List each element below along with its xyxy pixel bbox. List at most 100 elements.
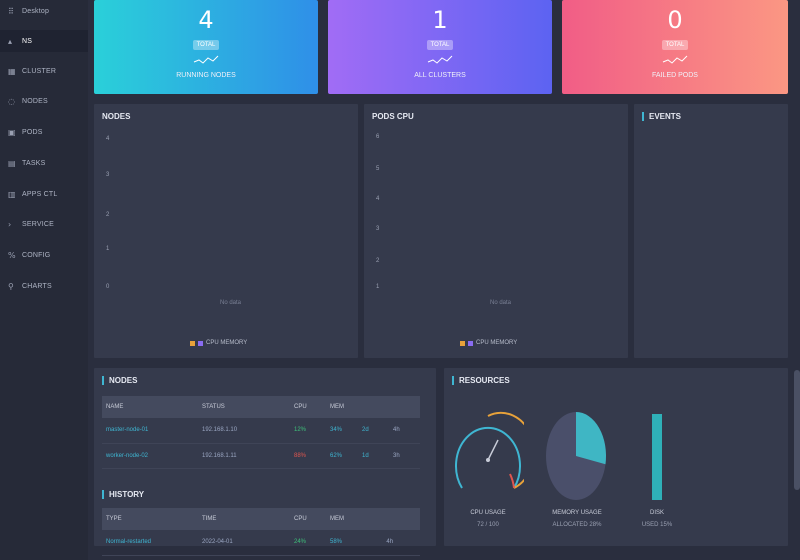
stat-number: 0 xyxy=(667,6,683,34)
y-tick: 0 xyxy=(106,284,110,290)
pods-chart-panel: PODS CPU 6 5 4 3 2 1 No data CPU MEMORY xyxy=(364,104,628,358)
column-header[interactable]: MEM xyxy=(326,508,420,530)
chart-icon: ⚲ xyxy=(8,281,14,291)
server-icon: ▦ xyxy=(8,66,16,76)
pie-label: MEMORY USAGE xyxy=(552,510,602,516)
column-header[interactable]: STATUS xyxy=(198,396,290,418)
pie-value: ALLOCATED 28% xyxy=(552,522,602,528)
gauge-needle xyxy=(487,439,499,461)
y-tick: 2 xyxy=(106,212,110,218)
table-cell: 12% xyxy=(290,418,326,444)
stat-card-running-nodes[interactable]: 4 TOTAL RUNNING NODES xyxy=(94,0,318,94)
table-cell: 58% xyxy=(326,530,383,556)
column-header[interactable]: CPU xyxy=(290,508,326,530)
y-tick: 1 xyxy=(376,284,380,290)
sidebar-item-ns[interactable]: ▴ NS xyxy=(0,30,88,52)
legend-swatch xyxy=(190,340,195,346)
legend-swatch xyxy=(460,340,465,346)
stat-badge: TOTAL xyxy=(193,40,219,50)
legend-label: CPU MEMORY xyxy=(206,340,248,346)
gauge-label: CPU USAGE xyxy=(470,510,506,516)
table-cell: 4h xyxy=(389,418,420,444)
panel-title: EVENTS xyxy=(642,112,681,121)
legend-swatch xyxy=(468,340,473,346)
column-header[interactable]: MEM xyxy=(326,396,358,418)
chart-legend[interactable]: CPU MEMORY xyxy=(460,340,517,346)
table-header-row: TYPE TIME CPU MEM xyxy=(102,508,420,530)
disk-value: USED 15% xyxy=(641,522,673,528)
events-panel: EVENTS xyxy=(634,104,788,358)
sidebar-item-desktop[interactable]: ⠿ Desktop xyxy=(0,0,88,22)
y-tick: 1 xyxy=(106,246,110,252)
panel-title: PODS CPU xyxy=(372,112,414,121)
nodes-table: NAME STATUS CPU MEM master-node-01 192.1… xyxy=(102,396,420,469)
table-cell: 24% xyxy=(290,530,326,556)
scrollbar[interactable] xyxy=(794,370,800,490)
disk-bar xyxy=(652,414,662,500)
sidebar-item-label: APPS CTL xyxy=(22,190,58,198)
sidebar-item-label: CONFIG xyxy=(22,251,51,259)
no-data-label: No data xyxy=(490,300,512,306)
sidebar-item-cluster[interactable]: ▦ CLUSTER xyxy=(0,60,88,82)
main-content: 4 TOTAL RUNNING NODES 1 TOTAL ALL CLUSTE… xyxy=(88,0,800,560)
sidebar-item-tasks[interactable]: ▤ TASKS xyxy=(0,152,88,174)
column-header xyxy=(358,396,420,418)
sidebar-item-label: TASKS xyxy=(22,159,46,167)
column-header[interactable]: TIME xyxy=(198,508,290,530)
table-row[interactable]: worker-node-02 192.168.1.11 88% 62% 1d 3… xyxy=(102,443,420,469)
sparkline-icon xyxy=(662,55,688,64)
table-cell: master-node-01 xyxy=(102,418,198,444)
column-header[interactable]: TYPE xyxy=(102,508,198,530)
memory-pie xyxy=(546,412,606,500)
sidebar-item-nodes[interactable]: ◌ NODES xyxy=(0,90,88,112)
sidebar-item-label: NODES xyxy=(22,97,48,105)
resources-panel: RESOURCES CPU USAGE 72 / 100 MEMORY USAG… xyxy=(444,368,788,546)
legend-label: CPU MEMORY xyxy=(476,340,518,346)
table-cell: 62% xyxy=(326,443,358,469)
table-cell: 3h xyxy=(389,443,420,469)
table-cell: 192.168.1.10 xyxy=(198,418,290,444)
sidebar-item-apps[interactable]: ▥ APPS CTL xyxy=(0,183,88,205)
table-cell: 34% xyxy=(326,418,358,444)
sidebar-item-label: PODS xyxy=(22,128,43,136)
table-row[interactable]: Normal-restarted 2022-04-01 24% 58% 4h xyxy=(102,530,420,556)
panel-title: NODES xyxy=(102,112,131,121)
stat-number: 4 xyxy=(198,6,214,34)
y-tick: 3 xyxy=(376,226,380,232)
history-table-title: HISTORY xyxy=(102,490,144,499)
nodes-chart-panel: NODES 4 3 2 1 0 No data CPU MEMORY xyxy=(94,104,358,358)
gauge-value: 72 / 100 xyxy=(477,522,499,528)
table-cell: worker-node-02 xyxy=(102,443,198,469)
table-cell: 2d xyxy=(358,418,389,444)
stat-card-clusters[interactable]: 1 TOTAL ALL CLUSTERS xyxy=(328,0,552,94)
sidebar-item-label: SERVICE xyxy=(22,220,55,228)
table-row[interactable]: master-node-01 192.168.1.10 12% 34% 2d 4… xyxy=(102,418,420,444)
disk-label: DISK xyxy=(649,510,664,516)
y-tick: 4 xyxy=(376,196,380,202)
chart-legend[interactable]: CPU MEMORY xyxy=(190,340,247,346)
table-cell: 2022-04-01 xyxy=(198,530,290,556)
cpu-gauge xyxy=(455,411,524,489)
column-header[interactable]: NAME xyxy=(102,396,198,418)
caret-icon: ▴ xyxy=(8,36,13,46)
history-table: TYPE TIME CPU MEM Normal-restarted 2022-… xyxy=(102,508,420,556)
y-tick: 3 xyxy=(106,172,110,178)
stat-card-failed-pods[interactable]: 0 TOTAL FAILED PODS xyxy=(562,0,788,94)
y-tick: 2 xyxy=(376,258,380,264)
y-tick: 5 xyxy=(376,166,380,172)
pie-slice-allocated xyxy=(576,412,606,465)
legend-swatch xyxy=(198,340,203,346)
panel-title: RESOURCES xyxy=(452,376,510,385)
tables-panel: NODES NAME STATUS CPU MEM master-node-01… xyxy=(94,368,436,556)
column-header[interactable]: CPU xyxy=(290,396,326,418)
gauge-hub xyxy=(486,458,490,462)
sidebar-item-service[interactable]: › SERVICE xyxy=(0,213,88,235)
sidebar-item-label: NS xyxy=(22,37,33,45)
sidebar-item-charts[interactable]: ⚲ CHARTS xyxy=(0,275,88,297)
sidebar-item-config[interactable]: % CONFIG xyxy=(0,244,88,266)
apps-icon: ▥ xyxy=(8,189,16,199)
stat-number: 1 xyxy=(432,6,448,34)
pod-icon: ▣ xyxy=(8,127,16,137)
table-cell: 192.168.1.11 xyxy=(198,443,290,469)
sidebar-item-pods[interactable]: ▣ PODS xyxy=(0,121,88,143)
